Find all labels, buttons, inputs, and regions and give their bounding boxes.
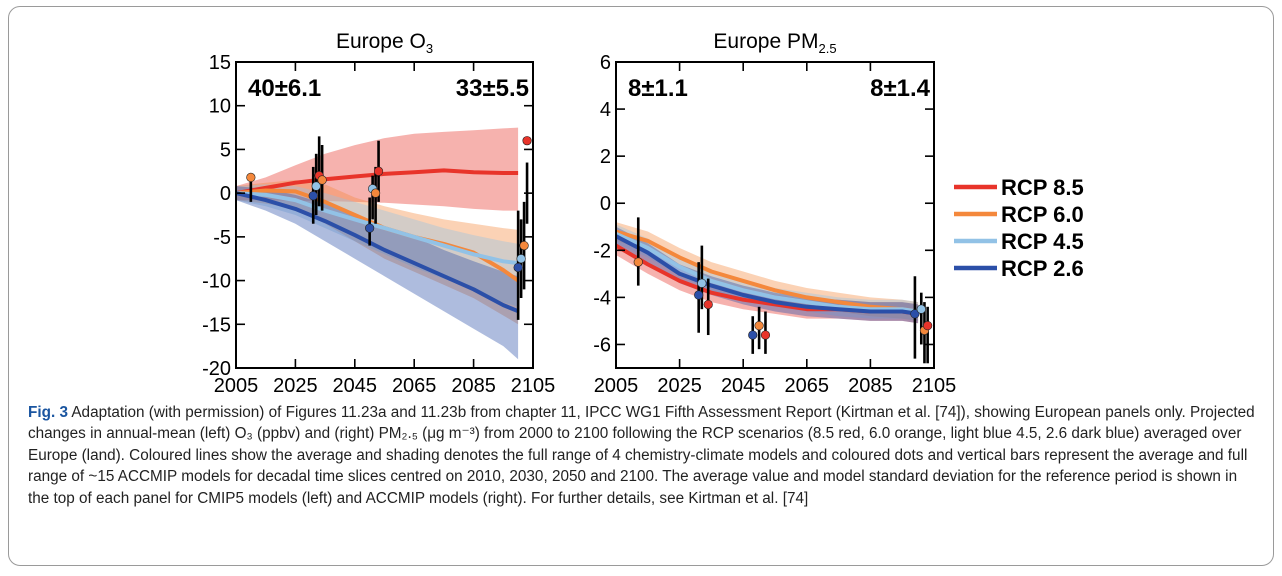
- figure-frame: [8, 6, 1274, 566]
- x-tick-label: 2065: [785, 375, 830, 397]
- x-tick-label: 2005: [214, 375, 259, 397]
- x-tick-label: 2105: [912, 375, 957, 397]
- model-mean-dot: [748, 330, 758, 340]
- x-tick-label: 2025: [273, 375, 318, 397]
- model-mean-dot: [365, 223, 375, 233]
- y-tick-label: -15: [202, 314, 231, 336]
- model-mean-dot: [697, 278, 707, 288]
- x-tick-label: 2045: [333, 375, 378, 397]
- stat-annotation: 8±1.1: [628, 75, 688, 102]
- y-tick-label: -20: [202, 358, 231, 380]
- range-band: [616, 222, 919, 321]
- model-mean-dot: [370, 188, 381, 198]
- model-mean-dot: [513, 262, 523, 273]
- series-line: [615, 234, 919, 316]
- x-tick-label: 2065: [392, 375, 437, 397]
- model-mean-dot: [910, 309, 920, 319]
- range-band: [236, 180, 519, 325]
- caption-text: Adaptation (with permission) of Figures …: [28, 404, 1255, 507]
- y-tick-label: -10: [202, 271, 231, 293]
- model-mean-dot: [246, 172, 256, 183]
- y-tick-label: 10: [209, 96, 231, 118]
- y-tick-label: 4: [600, 99, 611, 121]
- legend-label: RCP 4.5: [1001, 229, 1084, 254]
- legend-label: RCP 2.6: [1001, 256, 1084, 281]
- stat-annotation: 40±6.1: [248, 75, 321, 102]
- model-mean-dot: [516, 254, 526, 264]
- stat-annotation: 33±5.5: [456, 75, 529, 102]
- model-mean-dot: [317, 175, 327, 185]
- y-tick-label: 5: [220, 139, 231, 161]
- range-band: [236, 186, 519, 360]
- x-tick-label: 2085: [848, 375, 893, 397]
- model-mean-dot: [519, 241, 529, 251]
- y-tick-label: -6: [593, 334, 611, 356]
- x-tick-label: 2045: [721, 375, 766, 397]
- figure-label: Fig. 3: [28, 404, 68, 421]
- chart-title: Europe O3: [336, 30, 433, 56]
- model-mean-dot: [311, 181, 321, 191]
- series-line: [235, 191, 519, 314]
- model-mean-dot: [754, 321, 764, 331]
- model-mean-dot: [694, 290, 704, 300]
- y-tick-label: 2: [600, 146, 611, 168]
- series-line: [235, 191, 519, 266]
- y-tick-label: -5: [213, 227, 231, 249]
- x-tick-label: 2105: [511, 375, 556, 397]
- x-tick-label: 2025: [657, 375, 702, 397]
- plot-frame: [615, 61, 935, 369]
- model-mean-dot: [522, 136, 532, 146]
- y-tick-label: 0: [220, 183, 231, 205]
- model-mean-dot: [760, 330, 771, 340]
- y-tick-label: 6: [600, 52, 611, 74]
- model-mean-dot: [308, 191, 318, 201]
- model-mean-dot: [633, 257, 643, 267]
- x-tick-label: 2085: [451, 375, 496, 397]
- model-mean-dot: [373, 166, 384, 176]
- series-line: [235, 168, 519, 196]
- model-mean-dot: [916, 304, 926, 314]
- y-tick-label: 15: [209, 52, 231, 74]
- figure-caption: Fig. 3 Adaptation (with permission) of F…: [28, 402, 1260, 509]
- y-tick-label: 0: [600, 193, 611, 215]
- chart-panel-2: 6 4 2 0 -2 -4 -6 2005 2025 2045 2065 2085 2105 Europe…: [593, 30, 956, 397]
- model-mean-dot: [703, 299, 713, 310]
- legend-label: RCP 6.0: [1001, 202, 1084, 227]
- stat-annotation: 8±1.4: [870, 75, 931, 102]
- series-line: [615, 231, 919, 314]
- y-tick-label: -2: [593, 240, 611, 262]
- plot-frame: [235, 61, 534, 369]
- legend-label: RCP 8.5: [1001, 175, 1084, 200]
- chart-title: Europe PM2.5: [713, 30, 836, 56]
- y-tick-label: -4: [593, 287, 611, 309]
- x-tick-label: 2005: [594, 375, 639, 397]
- model-mean-dot: [923, 321, 933, 331]
